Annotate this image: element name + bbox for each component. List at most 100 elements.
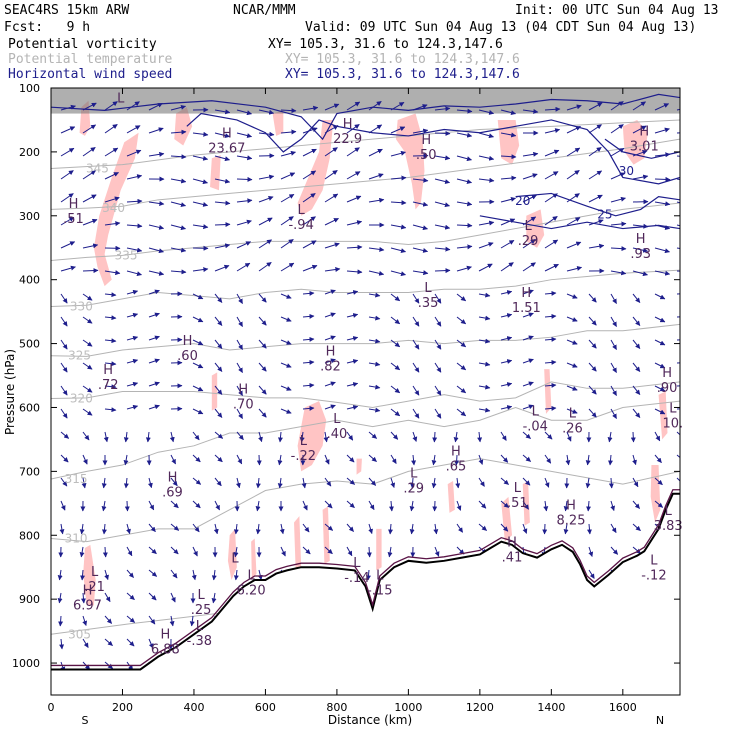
x-tick-label: 1200 [466,701,494,714]
wind-vector [456,339,467,348]
wind-vector [104,124,118,134]
wind-vector [236,362,243,373]
wind-vector [522,173,538,180]
wind-vector [522,216,537,226]
wind-vector [148,358,160,364]
wind-vector [456,132,473,138]
wind-vector [192,523,200,533]
y-tick-label: 700 [19,465,40,478]
extremum-value: .21 [84,580,105,595]
wind-vector [324,193,339,203]
wind-vector [126,270,142,277]
extremum-type: L [231,551,239,566]
wind-vector [522,151,539,157]
wind-vector [324,335,336,341]
wind-vector [454,454,460,466]
wind-vector [192,178,208,185]
extremum-value: .41 [502,550,523,565]
wind-vector [632,385,641,395]
wind-vector [654,454,662,464]
wind-vector [104,147,119,157]
wind-vector [390,454,397,464]
wind-vector [60,385,68,396]
wind-vector [522,477,531,486]
wind-vector [387,546,393,558]
extremum-value: .70 [233,398,254,413]
pv-shaded-region [83,544,96,606]
wind-vector [258,339,267,349]
wind-vector [434,408,442,419]
pv-shaded-region [650,464,661,523]
wind-vector [324,103,340,111]
wind-vector [82,431,90,441]
wind-vector [280,339,292,345]
wind-vector [522,289,534,295]
wind-vector [368,292,381,298]
wind-vector [60,104,76,111]
wind-vector [258,261,272,272]
wind-vector [170,592,176,603]
wind-vector [566,241,582,249]
y-tick-label: 100 [19,82,40,95]
wind-vector [60,126,76,134]
wind-vector [632,316,641,326]
wind-vector [233,569,239,581]
wind-vector [214,454,223,463]
wind-vector [544,149,560,157]
x-tick-label: 1600 [609,701,637,714]
wind-vector [610,523,617,534]
wind-vector [236,241,252,249]
wind-vector [148,247,164,254]
wind-vector [500,218,516,226]
x-tick-label: 200 [112,701,133,714]
wind-vector [676,431,680,440]
wind-vector [235,477,241,489]
wind-speed-label: 25 [597,208,612,222]
wind-vector [412,408,420,419]
wind-vector [566,316,578,322]
wind-vector [236,454,243,465]
wind-vector [500,313,513,318]
wind-vector [258,316,267,326]
wind-vector [324,381,336,387]
wind-vector [280,385,292,391]
theta-contour [51,119,680,170]
wind-vector [277,454,283,466]
wind-vector [456,178,473,184]
wind-vector [390,431,399,440]
wind-vector [500,523,509,532]
wind-vector [148,592,157,601]
extremum-type: H [662,366,672,381]
wind-vector [456,293,467,302]
extremum-value: .60 [177,349,198,364]
wind-vector [588,546,594,557]
org-label: NCAR/MMM [233,3,296,18]
wind-vector [412,293,420,304]
wind-vector [346,405,359,410]
y-tick-label: 800 [19,529,40,542]
wind-vector [478,454,484,465]
wind-vector [478,477,485,487]
wind-vector [302,336,315,342]
wind-vector [390,362,401,371]
wind-vector [192,131,209,137]
extremum-type: H [343,117,353,132]
wind-vector [104,292,117,298]
wind-vector [257,569,263,581]
wind-vector [632,546,642,554]
wind-vector [170,569,178,579]
wind-vector [104,384,117,390]
wind-vector [126,247,143,253]
wind-vector [412,316,420,327]
extremum-value: .65 [446,460,467,475]
wind-vector [82,339,93,347]
wind-vector [148,224,165,230]
extremum-value: -.38 [187,634,212,649]
wind-vector [126,404,139,410]
wind-vector [610,546,619,555]
wind-vector [654,316,666,323]
wind-vector [82,454,88,465]
extremum-value: -.22 [291,449,316,464]
wind-vector [302,170,317,180]
extremum-value: -.04 [523,419,548,434]
